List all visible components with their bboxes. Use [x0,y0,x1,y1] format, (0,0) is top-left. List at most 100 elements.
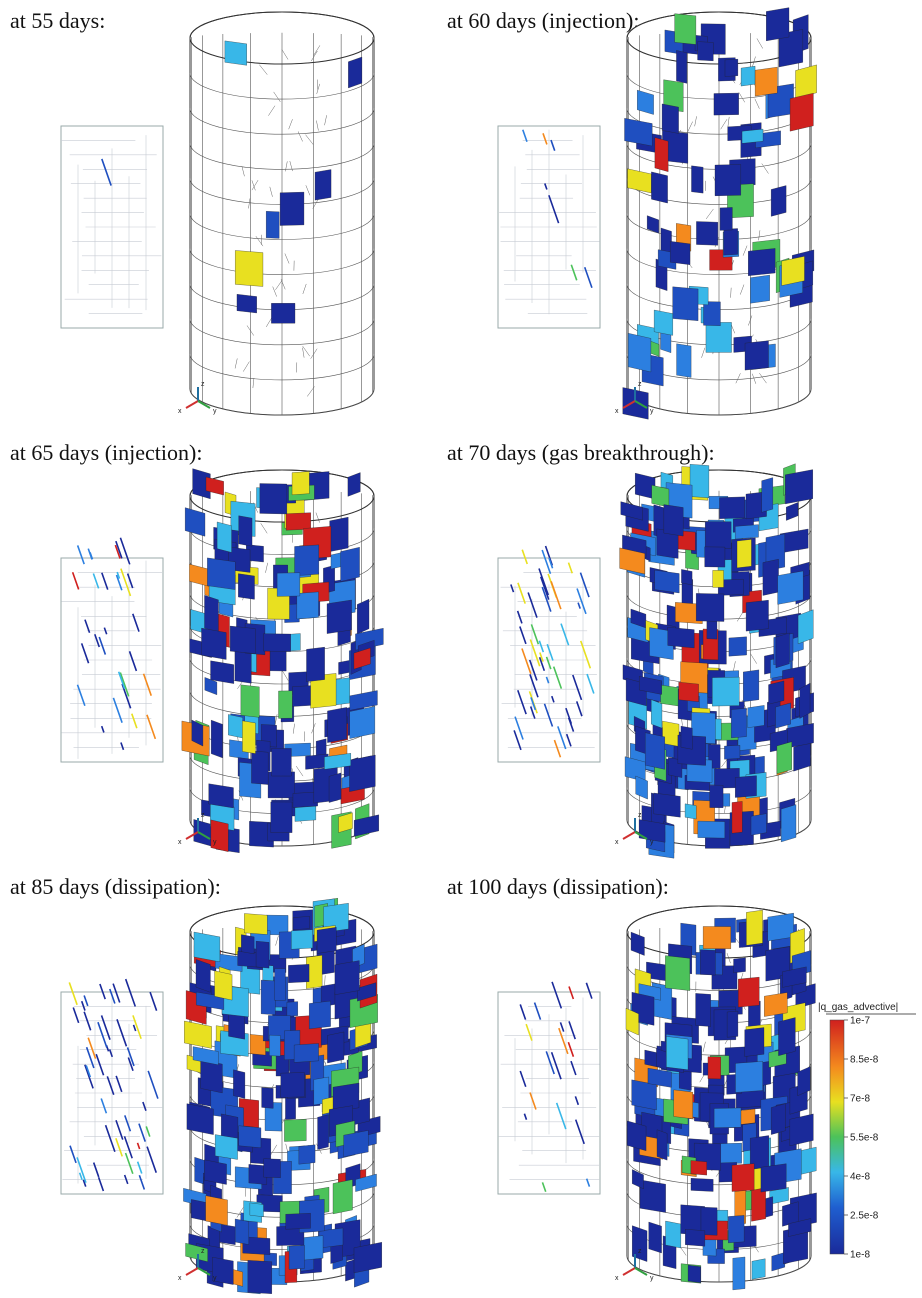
colorbar-label: 8.5e-8 [850,1055,879,1066]
axis-x [623,832,635,839]
cell [239,516,252,546]
cell [748,248,775,275]
cell [295,545,319,576]
cell [732,1164,754,1192]
cell [250,1203,264,1217]
cell [645,733,665,770]
cell [746,600,768,631]
panel: at 55 days:zxy [10,8,374,415]
cell [719,497,744,519]
cell [698,42,714,61]
colorbar-label: 5.5e-8 [850,1133,879,1144]
cell [703,301,720,325]
cell [297,592,319,619]
cell [287,1002,298,1017]
cell [196,959,210,992]
section-view [498,546,600,762]
cell [211,820,228,852]
cell [329,773,341,803]
cell [751,1188,765,1222]
cell [206,1196,228,1226]
cell [235,1219,249,1245]
axis-label: z [201,381,205,388]
cell [735,525,758,539]
cell [735,1061,762,1092]
cell [750,275,769,303]
colorbar-title: |q_gas_advective| [818,1002,898,1013]
panel-title: at 55 days: [10,8,105,33]
cell [763,559,779,595]
cell [666,1036,688,1069]
cell [705,547,725,567]
cell [661,228,672,254]
cell [713,570,724,587]
axis-label: x [615,408,619,415]
panel: at 100 days (dissipation):zxy [447,874,817,1290]
cell [211,720,222,758]
cell [714,1108,741,1128]
cell [720,207,732,230]
axis-label: x [178,1275,182,1282]
axis-label: y [650,839,654,846]
cell [800,683,810,718]
cell [215,1135,237,1160]
cell [755,67,777,96]
cell [696,993,711,1026]
cell [288,964,309,982]
cell [640,1180,666,1213]
axis-label: z [638,1248,642,1255]
cell [281,1072,305,1097]
cell [781,805,796,842]
cell [344,1130,369,1156]
cell [269,1035,280,1056]
section-view [61,126,163,328]
cell [204,1160,226,1185]
cell [727,1011,738,1037]
cell [745,1028,764,1057]
cell [627,1121,646,1151]
cell [262,1087,274,1108]
cell [751,814,766,836]
cell [778,571,804,604]
cell [705,522,731,549]
colorbar-label: 1e-7 [850,1016,870,1027]
axis-x [186,401,198,408]
cell [685,804,696,819]
cell [261,980,275,1015]
cell [662,721,679,746]
cell [655,570,680,593]
cell [752,1259,765,1280]
section-view [61,979,163,1194]
cell [284,1119,306,1141]
cell [681,569,692,585]
cell [327,707,346,742]
cell [327,1032,344,1063]
cell [244,914,267,935]
cell [315,170,331,201]
cell [280,192,304,225]
cell [673,287,698,321]
cell [202,628,227,659]
cylinder-mesh [623,8,817,420]
cell [266,211,279,238]
cell [651,700,662,729]
panel-title: at 70 days (gas breakthrough): [447,440,715,465]
cell [769,681,784,704]
cell [233,1070,245,1099]
panel-title: at 100 days (dissipation): [447,874,669,899]
cell [691,166,703,193]
cell [745,341,769,370]
axis-label: y [650,1275,654,1282]
cell [690,464,709,498]
cell [776,703,791,728]
cell [238,574,254,600]
axis-label: z [201,812,205,819]
cell [700,950,715,975]
cell [777,742,792,774]
cell [205,595,219,632]
cell [666,1221,681,1248]
cell [628,333,651,372]
cell [279,691,293,719]
colorbar-label: 2.5e-8 [850,1211,879,1222]
cell [714,93,739,115]
